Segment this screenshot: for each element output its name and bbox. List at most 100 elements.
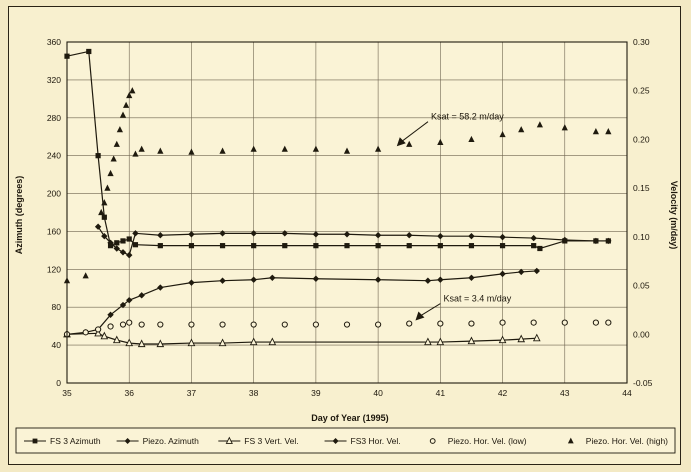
x-tick-label: 37 — [187, 388, 197, 398]
data-point — [188, 243, 195, 249]
data-point — [249, 337, 258, 346]
data-point — [437, 276, 444, 283]
series-1 — [94, 223, 612, 259]
data-point — [119, 301, 127, 309]
data-point — [157, 321, 164, 328]
data-point — [268, 337, 277, 346]
x-tick-label: 43 — [560, 388, 570, 398]
y-right-tick-label: 0.05 — [633, 281, 650, 291]
data-point — [437, 232, 444, 240]
legend-marker — [225, 436, 233, 444]
data-point — [499, 319, 506, 326]
legend-label: FS 3 Azimuth — [50, 436, 101, 446]
y-left-tick-label: 280 — [47, 113, 61, 123]
data-point — [101, 199, 108, 206]
data-point — [126, 296, 133, 304]
data-point — [126, 319, 133, 326]
data-point — [138, 321, 145, 328]
data-point — [94, 223, 102, 230]
data-point — [468, 135, 475, 143]
data-point — [406, 243, 412, 249]
data-point — [219, 243, 226, 249]
data-point — [375, 145, 382, 152]
plot-area — [67, 42, 627, 383]
data-point — [157, 243, 163, 249]
data-point — [119, 249, 127, 256]
data-point — [112, 335, 121, 344]
data-point — [82, 272, 89, 279]
data-point — [188, 148, 195, 155]
data-point — [137, 339, 146, 348]
legend-marker — [567, 437, 574, 444]
y-right-tick-label: 0.20 — [633, 134, 650, 144]
series-2 — [63, 328, 541, 348]
data-point — [269, 274, 276, 281]
legend-label: Piezo. Hor. Vel. (low) — [448, 436, 527, 446]
data-point — [132, 242, 139, 248]
data-point — [592, 319, 599, 326]
data-point — [138, 292, 145, 299]
x-tick-label: 39 — [311, 388, 321, 398]
data-point — [86, 48, 92, 55]
annotation-label: Ksat = 58.2 m/day — [431, 112, 504, 122]
x-axis-label: Day of Year (1995) — [311, 413, 388, 423]
y-left-tick-label: 0 — [56, 378, 61, 388]
data-point — [561, 319, 568, 326]
data-point — [114, 240, 120, 246]
data-point — [95, 153, 101, 159]
data-point — [120, 238, 126, 244]
data-point — [219, 321, 226, 328]
data-point — [530, 234, 537, 242]
x-tick-label: 41 — [436, 388, 446, 398]
data-point — [107, 169, 114, 177]
x-tick-label: 44 — [622, 388, 632, 398]
y-left-tick-label: 240 — [47, 151, 61, 161]
data-point — [250, 145, 257, 152]
data-point — [436, 337, 445, 346]
data-point — [313, 243, 319, 249]
data-point — [126, 236, 132, 242]
data-point — [138, 145, 145, 152]
legend-item: FS 3 Vert. Vel. — [218, 436, 299, 446]
data-point — [468, 232, 475, 240]
data-point — [312, 275, 320, 282]
y-left-tick-label: 160 — [47, 226, 61, 236]
data-point — [406, 232, 413, 239]
y-left-tick-label: 80 — [52, 302, 62, 312]
data-point — [251, 243, 257, 249]
data-point — [125, 338, 134, 347]
x-tick-label: 42 — [498, 388, 508, 398]
x-tick-label: 40 — [373, 388, 383, 398]
data-point — [126, 251, 133, 259]
data-point — [219, 230, 226, 237]
data-point — [406, 140, 413, 147]
legend-marker — [124, 438, 131, 444]
data-point — [129, 87, 136, 94]
data-point — [82, 329, 89, 336]
data-point — [188, 321, 195, 328]
legend-item: Piezo. Azimuth — [116, 436, 199, 446]
data-point — [605, 319, 612, 326]
data-point — [250, 276, 257, 283]
data-point — [605, 128, 612, 135]
data-point — [281, 230, 288, 237]
data-point — [437, 138, 444, 145]
data-point — [517, 334, 526, 343]
data-point — [437, 243, 443, 249]
data-point — [498, 335, 507, 344]
series-line — [66, 270, 537, 335]
y-right-tick-label: 0.10 — [633, 232, 650, 242]
data-point — [467, 336, 476, 345]
y-left-tick-label: 200 — [47, 189, 61, 199]
data-point — [282, 243, 288, 249]
data-point — [468, 243, 475, 249]
data-point — [561, 236, 568, 244]
data-point — [374, 276, 382, 283]
data-point — [533, 267, 540, 275]
data-point — [312, 321, 319, 328]
legend-item: FS 3 Azimuth — [24, 436, 101, 446]
data-point — [281, 145, 288, 152]
x-tick-label: 35 — [62, 388, 72, 398]
y-left-tick-label: 120 — [47, 264, 61, 274]
data-point — [343, 231, 351, 238]
